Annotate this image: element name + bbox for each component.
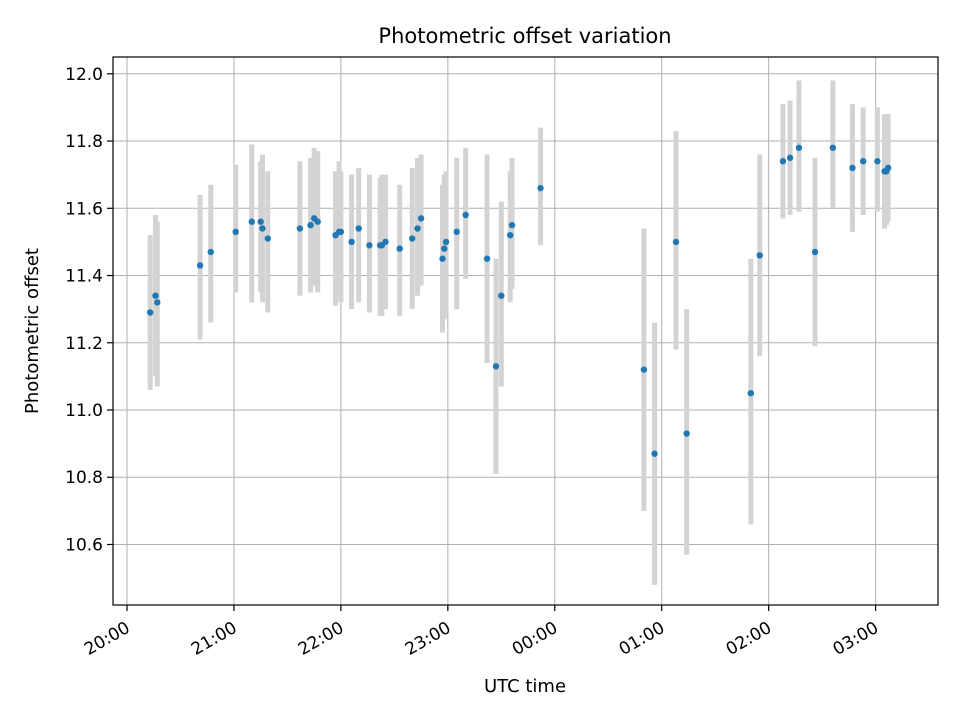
y-tick-label: 11.0 — [65, 401, 103, 421]
data-point — [259, 225, 266, 232]
data-point — [786, 154, 794, 162]
y-tick-label: 11.8 — [65, 132, 103, 152]
data-point — [453, 228, 460, 236]
y-tick-label: 11.2 — [65, 334, 103, 354]
data-point — [337, 228, 345, 236]
y-tick-label: 12.0 — [65, 65, 103, 85]
data-point — [442, 238, 450, 246]
data-point — [859, 158, 867, 165]
data-point — [257, 218, 264, 225]
data-point — [884, 164, 892, 172]
data-point — [756, 252, 763, 259]
data-point — [307, 221, 314, 229]
plot-frame — [112, 56, 939, 606]
data-point — [248, 218, 255, 225]
data-point — [366, 242, 373, 249]
data-point — [417, 215, 425, 222]
data-point — [779, 158, 787, 165]
data-point — [154, 299, 161, 306]
data-point — [355, 225, 362, 232]
data-point — [296, 225, 304, 232]
data-point — [207, 248, 214, 256]
data-point — [498, 292, 505, 299]
data-point — [640, 366, 648, 373]
data-point — [651, 450, 658, 457]
y-tick-label: 11.4 — [65, 267, 103, 287]
data-point — [264, 235, 272, 242]
data-point — [507, 231, 514, 239]
data-point — [414, 225, 421, 232]
data-point — [492, 363, 500, 370]
data-point — [829, 144, 837, 151]
data-point — [683, 430, 690, 437]
data-point — [672, 238, 680, 246]
data-point — [483, 255, 491, 262]
data-point — [232, 228, 239, 236]
x-axis-label: UTC time — [484, 676, 566, 697]
y-tick-label: 10.8 — [65, 468, 103, 488]
data-point — [196, 262, 204, 269]
data-point — [795, 144, 803, 151]
data-point — [314, 218, 321, 225]
y-tick-label: 11.6 — [65, 199, 103, 219]
data-point — [747, 389, 755, 397]
data-point — [508, 221, 516, 229]
data-point — [348, 238, 355, 246]
y-axis-ticks: 10.6 10.8 11.0 11.2 11.4 11.6 11.8 12.0 — [65, 65, 113, 555]
data-point — [811, 248, 819, 256]
data-points — [146, 144, 892, 457]
y-tick-label: 10.6 — [65, 535, 103, 555]
data-point — [462, 211, 469, 219]
data-point — [441, 245, 448, 252]
data-point — [537, 184, 544, 192]
data-point — [396, 245, 403, 252]
y-axis-label: Photometric offset — [22, 248, 43, 414]
data-point — [408, 235, 416, 242]
data-point — [146, 309, 154, 316]
data-point — [439, 255, 446, 262]
data-point — [382, 238, 389, 246]
chart-title: Photometric offset variation — [378, 24, 671, 48]
data-point — [874, 158, 881, 165]
data-point — [152, 292, 159, 299]
data-point — [849, 164, 856, 172]
